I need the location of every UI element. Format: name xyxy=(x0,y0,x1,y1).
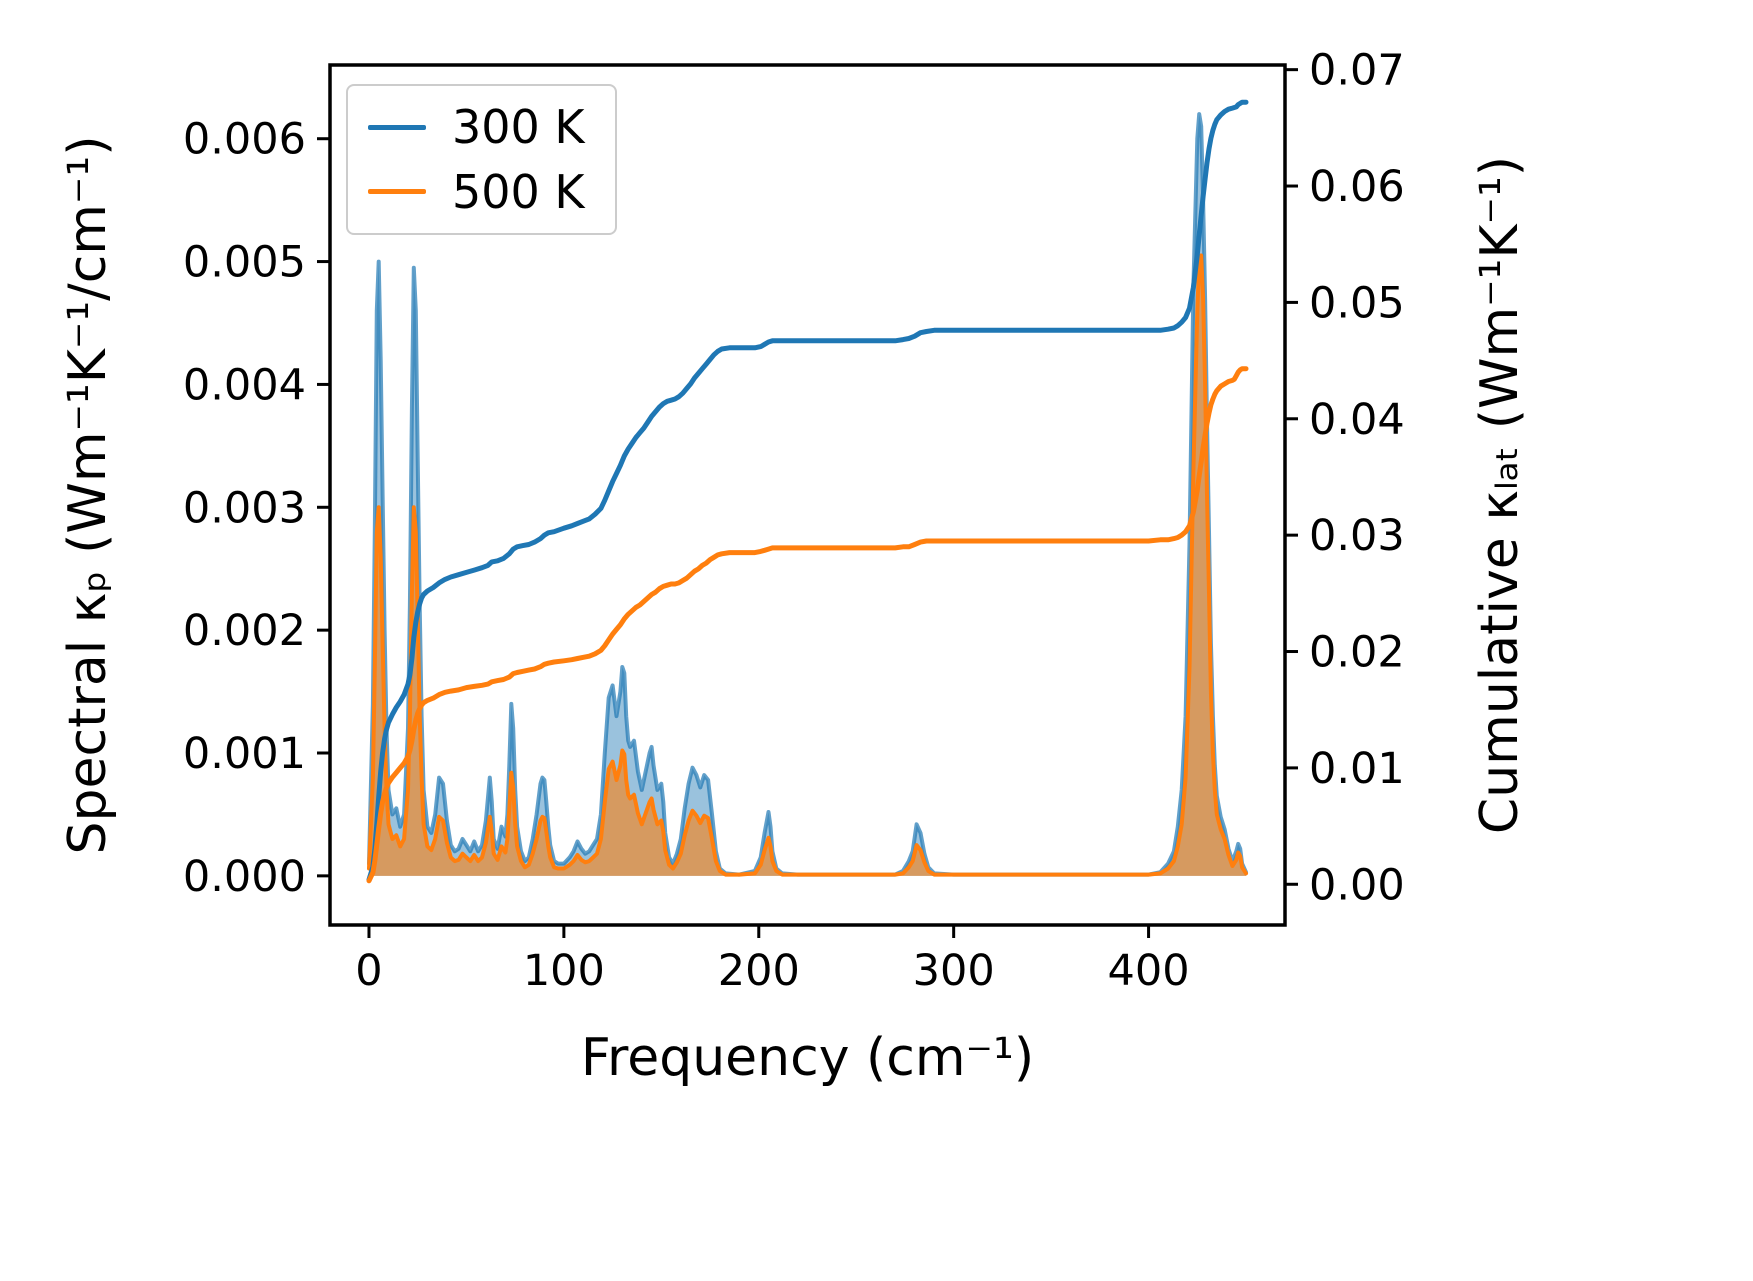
y-tick-label-right: 0.03 xyxy=(1309,511,1405,561)
legend: 300 K 500 K xyxy=(346,84,617,236)
x-tick-label: 100 xyxy=(523,946,605,996)
y-tick-label-right: 0.06 xyxy=(1309,162,1405,212)
legend-line-swatch-500k xyxy=(368,189,426,195)
x-tick-label: 300 xyxy=(913,946,995,996)
legend-label-300k: 300 K xyxy=(452,100,585,154)
y-tick-label-left: 0.003 xyxy=(183,483,306,533)
x-tick-label: 400 xyxy=(1108,946,1190,996)
legend-item-300k: 300 K xyxy=(368,102,585,153)
plot-area xyxy=(366,99,1249,884)
spectral-kp-500k-line xyxy=(367,253,1248,877)
y-axis-label-left: Spectral κₚ (Wm⁻¹K⁻¹/cm⁻¹) xyxy=(58,135,118,855)
y-tick-label-right: 0.01 xyxy=(1309,744,1405,794)
y-tick-label-right: 0.07 xyxy=(1309,46,1405,96)
y-tick-label-left: 0.006 xyxy=(183,115,306,165)
spectral-kp-500k-fill xyxy=(369,255,1246,876)
y-tick-label-left: 0.000 xyxy=(183,852,306,902)
y-tick-label-right: 0.04 xyxy=(1309,395,1405,445)
x-tick-label: 0 xyxy=(355,946,382,996)
legend-item-500k: 500 K xyxy=(368,164,585,219)
legend-line-swatch-300k xyxy=(368,124,426,130)
spectral-kp-300k-line xyxy=(367,112,1248,877)
y-tick-label-right: 0.00 xyxy=(1309,860,1405,910)
x-axis-label: Frequency (cm⁻¹) xyxy=(580,1028,1035,1088)
plot-border xyxy=(328,63,1287,927)
y-tick-label-right: 0.05 xyxy=(1309,278,1405,328)
y-tick-label-left: 0.002 xyxy=(183,606,306,656)
x-tick-label: 200 xyxy=(718,946,800,996)
y-axis-label-right: Cumulative κₗₐₜ (Wm⁻¹K⁻¹) xyxy=(1470,155,1530,835)
legend-label-500k: 500 K xyxy=(452,164,585,219)
y-tick-label-right: 0.02 xyxy=(1309,628,1405,678)
y-tick-label-left: 0.001 xyxy=(183,729,306,779)
cumulative-klat-500k-line xyxy=(366,366,1249,884)
y-tick-label-left: 0.004 xyxy=(183,360,306,410)
y-tick-label-left: 0.005 xyxy=(183,238,306,288)
cumulative-klat-300k-line xyxy=(366,99,1249,883)
